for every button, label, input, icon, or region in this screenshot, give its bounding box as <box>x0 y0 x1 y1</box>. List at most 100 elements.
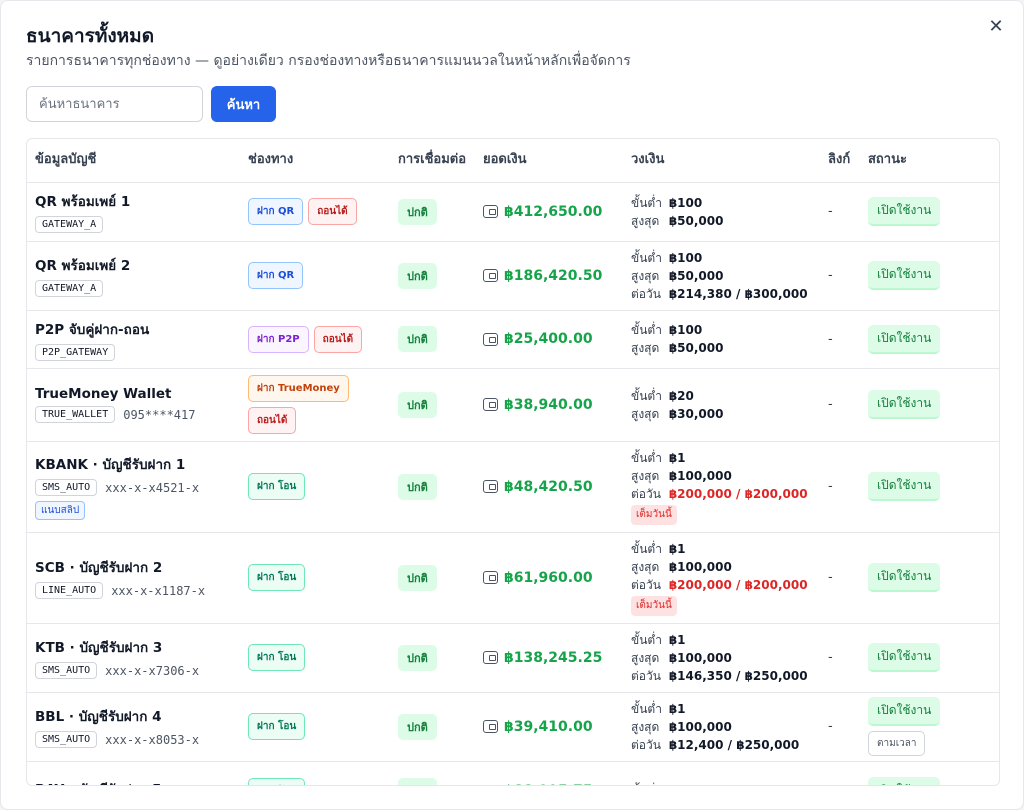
wallet-icon <box>483 269 498 282</box>
table-row[interactable]: P2P จับคู่ฝาก-ถอน P2P_GATEWAY ฝาก P2P ถอนได… <box>27 310 999 369</box>
connection-cell: ปกติ <box>390 182 475 242</box>
limit-line: สูงสุด ฿50,000 <box>631 339 812 357</box>
limit-line: สูงสุด ฿50,000 <box>631 267 812 285</box>
limit-cell: ขั้นต่ำ ฿1 สูงสุด ฿100,000 ต่อวัน ฿200,000… <box>623 441 820 533</box>
balance-amount: ฿88,995.75 <box>504 783 593 785</box>
search-input[interactable] <box>26 86 203 122</box>
column-header-account: ข้อมูลบัญชี <box>27 139 240 183</box>
banks-table: ข้อมูลบัญชี ช่องทาง การเชื่อมต่อ ยอดเงิน… <box>27 139 999 785</box>
limit-line: ต่อวัน ฿146,350 / ฿250,000 <box>631 667 812 685</box>
table-header-row: ข้อมูลบัญชี ช่องทาง การเชื่อมต่อ ยอดเงิน… <box>27 139 999 183</box>
limit-cell: ขั้นต่ำ ฿100 สูงสุด ฿50,000 <box>623 182 820 242</box>
account-number: xxx-x-x7306-x <box>105 663 200 678</box>
status-badge: เปิดใช้งาน <box>868 261 941 290</box>
table-row[interactable]: TrueMoney Wallet TRUE_WALLET 095****417 ฝาก… <box>27 368 999 442</box>
account-cell: BAY · บัญชีรับฝาก 5 <box>27 761 240 785</box>
status-cell: เปิดใช้งาน <box>860 441 999 533</box>
status-cell: เปิดใช้งาน <box>860 761 999 785</box>
limit-line: ต่อวัน ฿200,000 / ฿200,000 <box>631 576 812 594</box>
account-meta: LINE_AUTO xxx-x-x1187-x <box>35 582 232 599</box>
channel-badge: ฝาก โอน <box>248 713 306 740</box>
modal-subtitle: รายการธนาคารทุกช่องทาง — ดูอย่างเดียว กร… <box>26 53 631 69</box>
connection-badge: ปกติ <box>398 326 437 352</box>
limit-value: ฿200,000 / ฿200,000 <box>668 577 808 592</box>
balance: ฿61,960.00 <box>483 570 615 586</box>
status-cell: เปิดใช้งาน <box>860 182 999 242</box>
account-name: BAY · บัญชีรับฝาก 5 <box>35 778 232 785</box>
balance: ฿412,650.00 <box>483 204 615 220</box>
limit-value: ฿214,380 / ฿300,000 <box>668 286 808 301</box>
table-row[interactable]: SCB · บัญชีรับฝาก 2 LINE_AUTO xxx-x-x1187-… <box>27 532 999 624</box>
limit-info: ขั้นต่ำ ฿100 สูงสุด ฿50,000 <box>631 194 812 230</box>
wallet-icon <box>483 480 498 493</box>
column-header-connection: การเชื่อมต่อ <box>390 139 475 183</box>
limit-line: สูงสุด ฿100,000 <box>631 649 812 667</box>
limit-label: ขั้นต่ำ <box>631 632 662 647</box>
limit-value: ฿50,000 <box>668 268 724 283</box>
table-row[interactable]: KBANK · บัญชีรับฝาก 1 SMS_AUTO xxx-x-x4521… <box>27 441 999 533</box>
balance: ฿25,400.00 <box>483 331 615 347</box>
balance-cell: ฿138,245.25 <box>475 623 623 693</box>
column-header-limit: วงเงิน <box>623 139 820 183</box>
limit-info: ขั้นต่ำ ฿20 สูงสุด ฿30,000 <box>631 387 812 423</box>
limit-value: ฿50,000 <box>668 341 724 355</box>
channel-list: ฝาก โอน <box>248 777 382 785</box>
banks-table-container[interactable]: ข้อมูลบัญชี ช่องทาง การเชื่อมต่อ ยอดเงิน… <box>26 138 1000 786</box>
search-button[interactable]: ค้นหา <box>211 86 276 122</box>
connection-badge: ปกติ <box>398 564 437 591</box>
balance-cell: ฿39,410.00 <box>475 692 623 762</box>
balance-amount: ฿412,650.00 <box>504 203 603 220</box>
limit-info: ขั้นต่ำ ฿1 <box>631 782 812 785</box>
account-meta: SMS_AUTO xxx-x-x4521-x <box>35 479 232 496</box>
table-row[interactable]: BAY · บัญชีรับฝาก 5 ฝาก โอน ปกติ฿88,995.75… <box>27 761 999 785</box>
wallet-icon <box>483 205 498 218</box>
limit-label: ต่อวัน <box>631 737 661 752</box>
channel-list: ฝาก โอน <box>248 473 382 500</box>
table-row[interactable]: QR พร้อมเพย์ 1 GATEWAY_A ฝาก QR ถอนได้ ปกติ฿… <box>27 182 999 242</box>
limit-line: ขั้นต่ำ ฿1 <box>631 631 812 649</box>
daily-full-badge: เต็มวันนี้ <box>631 595 677 616</box>
limit-line: ขั้นต่ำ ฿1 <box>631 540 812 558</box>
channel-cell: ฝาก โอน <box>240 761 390 785</box>
table-row[interactable]: KTB · บัญชีรับฝาก 3 SMS_AUTO xxx-x-x7306-x… <box>27 623 999 693</box>
column-header-channel: ช่องทาง <box>240 139 390 183</box>
channel-list: ฝาก โอน <box>248 713 382 740</box>
limit-label: สูงสุด <box>631 341 660 355</box>
link-cell: - <box>820 310 860 369</box>
limit-label: ต่อวัน <box>631 286 661 301</box>
account-cell: BBL · บัญชีรับฝาก 4 SMS_AUTO xxx-x-x8053-x <box>27 692 240 762</box>
link-cell: - <box>820 368 860 442</box>
limit-label: ขั้นต่ำ <box>631 388 662 403</box>
limit-value: ฿146,350 / ฿250,000 <box>668 668 808 683</box>
limit-label: ขั้นต่ำ <box>631 195 662 210</box>
limit-label: สูงสุด <box>631 559 660 574</box>
connection-cell: ปกติ <box>390 761 475 785</box>
balance: ฿138,245.25 <box>483 650 615 666</box>
limit-value: ฿1 <box>668 541 686 556</box>
limit-label: ต่อวัน <box>631 577 661 592</box>
account-cell: TrueMoney Wallet TRUE_WALLET 095****417 <box>27 368 240 442</box>
limit-line: ขั้นต่ำ ฿100 <box>631 249 812 267</box>
limit-label: สูงสุด <box>631 468 660 483</box>
account-number: 095****417 <box>123 407 196 422</box>
channel-badge: ฝาก โอน <box>248 777 306 785</box>
limit-cell: ขั้นต่ำ ฿1 สูงสุด ฿100,000 ต่อวัน ฿200,000… <box>623 532 820 624</box>
link-cell: - <box>820 623 860 693</box>
limit-value: ฿100,000 <box>668 559 732 574</box>
limit-label: สูงสุด <box>631 650 660 665</box>
connection-cell: ปกติ <box>390 368 475 442</box>
balance: ฿48,420.50 <box>483 479 615 495</box>
status-badge: เปิดใช้งาน <box>868 697 941 726</box>
connection-badge: ปกติ <box>398 391 437 418</box>
connection-badge: ปกติ <box>398 262 437 289</box>
close-icon[interactable]: ✕ <box>988 15 1004 37</box>
account-cell: QR พร้อมเพย์ 1 GATEWAY_A <box>27 182 240 242</box>
balance-amount: ฿39,410.00 <box>504 718 593 735</box>
link-cell: - <box>820 182 860 242</box>
channel-cell: ฝาก โอน <box>240 623 390 693</box>
limit-cell: ขั้นต่ำ ฿1 <box>623 761 820 785</box>
limit-value: ฿1 <box>668 632 686 647</box>
link-cell: - <box>820 441 860 533</box>
table-row[interactable]: BBL · บัญชีรับฝาก 4 SMS_AUTO xxx-x-x8053-x… <box>27 692 999 762</box>
table-row[interactable]: QR พร้อมเพย์ 2 GATEWAY_A ฝาก QR ปกติ ฿186,42… <box>27 241 999 311</box>
